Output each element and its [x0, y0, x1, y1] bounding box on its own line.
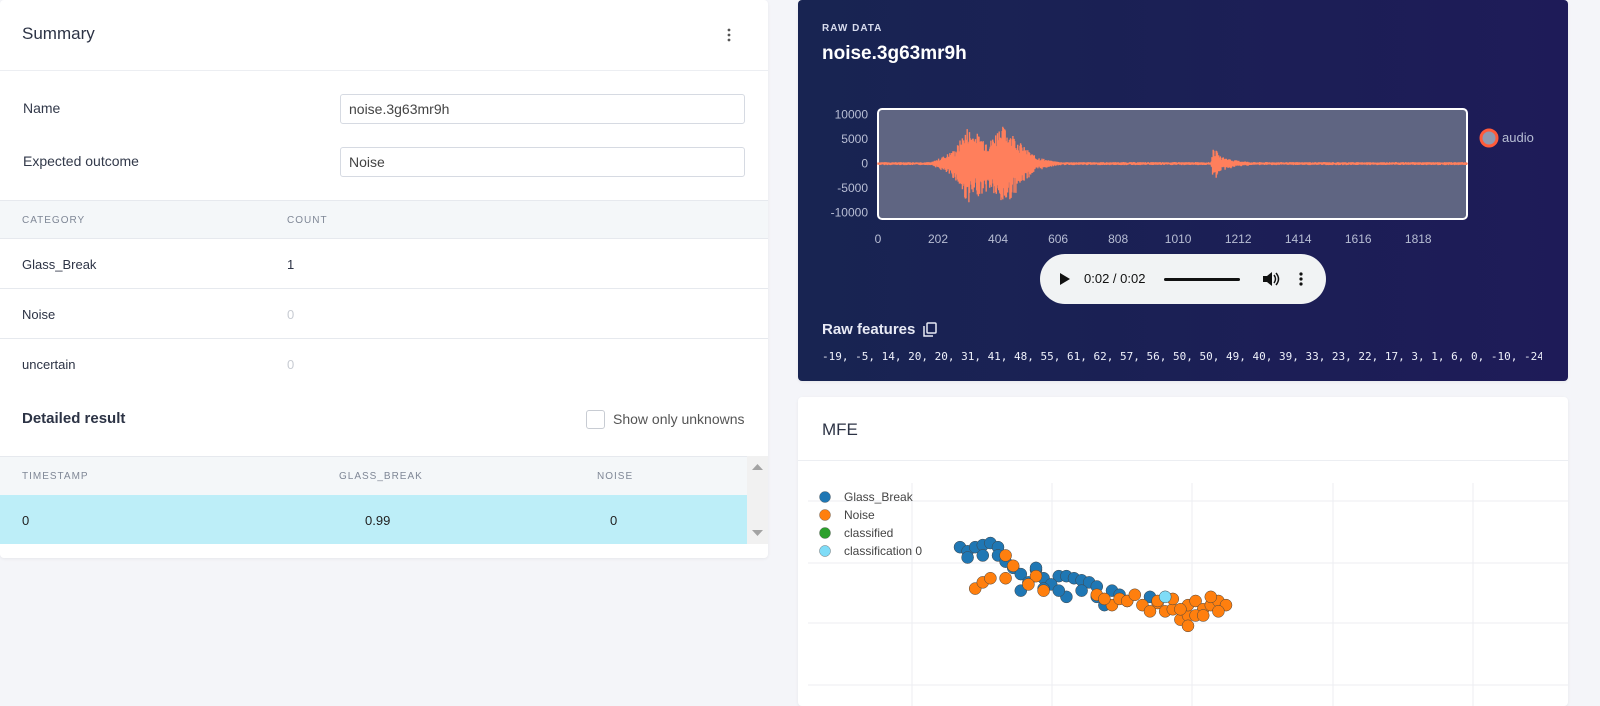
- x-tick-label: 0: [875, 232, 882, 246]
- legend-label: classified: [844, 526, 893, 540]
- raw-data-card: RAW DATA noise.3g63mr9h 10000 5000 0 -5000 -…: [798, 0, 1568, 381]
- expected-outcome-input[interactable]: [340, 147, 745, 177]
- scatter-point: [999, 549, 1012, 562]
- scatter-point: [1014, 567, 1028, 581]
- scatter-point: [1029, 569, 1043, 583]
- timestamp-header: TIMESTAMP: [22, 471, 89, 482]
- scatter-point: [1006, 559, 1020, 573]
- scatter-point: [1052, 584, 1066, 597]
- scatter-point: [976, 549, 990, 562]
- scatter-point: [1196, 609, 1210, 622]
- legend-label: Glass_Break: [844, 490, 914, 504]
- y-tick-label: 5000: [841, 132, 868, 146]
- scatter-point: [1212, 605, 1225, 618]
- name-input[interactable]: [340, 94, 745, 124]
- scatter-point: [1128, 588, 1142, 602]
- raw-features-label: Raw features: [822, 321, 916, 338]
- raw-features-values: -19, -5, 14, 20, 20, 31, 41, 48, 55, 61,…: [822, 350, 1542, 363]
- mfe-scatter-chart: Glass_Break Noise classified classification…: [808, 483, 1568, 706]
- show-only-unknowns-label[interactable]: Show only unknowns: [613, 411, 745, 427]
- x-tick-label: 1414: [1285, 232, 1312, 246]
- category-table-header: CATEGORY COUNT: [0, 200, 768, 239]
- scatter-point: [1204, 590, 1218, 604]
- x-tick-label: 202: [928, 232, 948, 246]
- divider: [0, 70, 768, 71]
- legend-label: classification 0: [844, 544, 922, 558]
- x-tick-label: 606: [1048, 232, 1068, 246]
- legend-marker: [819, 509, 831, 521]
- legend-audio-marker: [1479, 128, 1499, 148]
- legend-marker: [819, 527, 831, 539]
- glass-break-cell: 0.99: [365, 513, 391, 528]
- show-only-unknowns-checkbox[interactable]: [586, 410, 605, 429]
- timestamp-cell: 0: [22, 513, 30, 528]
- y-tick-label: 0: [861, 157, 868, 171]
- summary-title: Summary: [22, 24, 95, 43]
- waveform-chart: 10000 5000 0 -5000 -10000 0 202 404 606 808 1010 12…: [831, 107, 1534, 246]
- category-header: CATEGORY: [22, 215, 86, 226]
- player-menu-icon[interactable]: [1298, 271, 1304, 287]
- name-label: Name: [23, 100, 61, 116]
- table-row: uncertain 0: [0, 339, 768, 389]
- scatter-point: [999, 571, 1012, 585]
- audio-progress-slider[interactable]: [1164, 278, 1240, 281]
- scatter-point: [1037, 584, 1050, 597]
- noise-header: NOISE: [597, 471, 634, 482]
- more-options-icon[interactable]: [722, 26, 736, 44]
- x-tick-label: 404: [988, 232, 1008, 246]
- count-cell: 0: [287, 307, 295, 322]
- audio-player: 0:02 / 0:02: [1040, 254, 1326, 304]
- legend-label: Noise: [844, 508, 875, 522]
- scatter-point: [1181, 619, 1195, 633]
- mfe-card: MFE Glass_Break Noise classified classifica…: [798, 397, 1568, 706]
- legend-marker: [819, 545, 831, 557]
- count-cell: 0: [287, 357, 295, 372]
- mfe-title: MFE: [822, 420, 858, 439]
- divider: [798, 460, 1568, 461]
- scatter-point: [984, 571, 997, 585]
- x-tick-label: 1212: [1225, 232, 1252, 246]
- y-tick-label: 10000: [835, 107, 869, 121]
- x-tick-label: 1010: [1165, 232, 1192, 246]
- scatter-point: [961, 551, 974, 564]
- category-cell: Glass_Break: [22, 257, 97, 272]
- legend-audio-label: audio: [1502, 130, 1534, 145]
- y-tick-label: -10000: [831, 206, 869, 220]
- category-cell: Noise: [22, 307, 56, 322]
- detailed-table-header: TIMESTAMP GLASS_BREAK NOISE: [0, 456, 747, 495]
- y-tick-label: -5000: [837, 181, 868, 195]
- noise-cell: 0: [610, 513, 618, 528]
- x-tick-label: 1616: [1345, 232, 1372, 246]
- scatter-point: [1189, 594, 1202, 608]
- x-tick-label: 808: [1108, 232, 1128, 246]
- scatter-point: [1075, 584, 1088, 597]
- raw-data-label: RAW DATA: [822, 23, 883, 34]
- scatter-point: [1098, 592, 1111, 606]
- scatter-point: [1022, 578, 1035, 591]
- count-header: COUNT: [287, 215, 328, 226]
- glass-break-header: GLASS_BREAK: [339, 471, 423, 482]
- legend-marker: [819, 491, 831, 503]
- sample-title: noise.3g63mr9h: [822, 43, 967, 64]
- x-tick-label: 1818: [1405, 232, 1432, 246]
- detailed-table-row[interactable]: 0 0.99 0: [0, 495, 747, 544]
- scatter-point: [1174, 603, 1187, 616]
- player-time: 0:02 / 0:02: [1084, 271, 1146, 286]
- scatter-point: [1158, 590, 1172, 604]
- scatter-point: [1143, 605, 1157, 618]
- copy-icon[interactable]: [923, 322, 937, 337]
- table-row: Noise 0: [0, 289, 768, 339]
- category-cell: uncertain: [22, 357, 76, 372]
- detailed-result-title: Detailed result: [22, 410, 126, 427]
- summary-card: Summary Name Expected outcome CATEGORY C…: [0, 0, 768, 558]
- table-scrollbar[interactable]: [747, 456, 768, 544]
- volume-icon[interactable]: [1262, 271, 1280, 287]
- audio-series-line: [877, 126, 1468, 203]
- play-icon[interactable]: [1058, 272, 1072, 286]
- table-row: Glass_Break 1: [0, 239, 768, 289]
- count-cell: 1: [287, 257, 295, 272]
- expected-outcome-label: Expected outcome: [23, 153, 139, 169]
